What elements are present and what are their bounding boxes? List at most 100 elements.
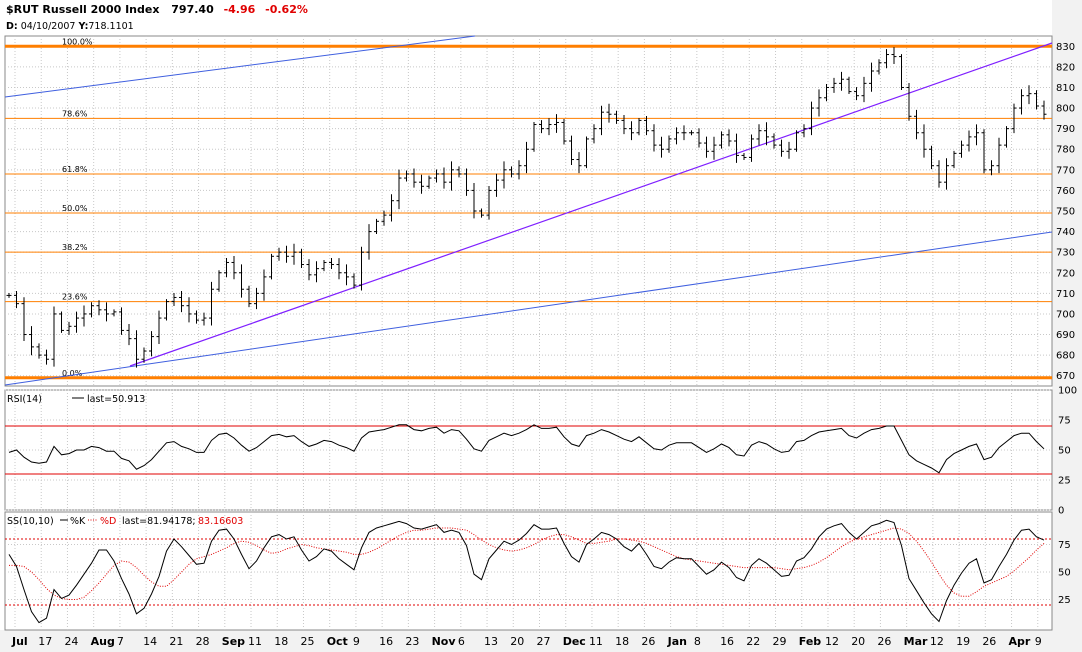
price-tick-label: 830: [1056, 42, 1075, 53]
rsi-tick-label: 0: [1058, 506, 1064, 517]
fib-level-label: 23.6%: [62, 293, 88, 302]
x-tick-label: 26: [982, 635, 996, 648]
date-prefix: D:: [6, 21, 18, 32]
chart-header: $RUT Russell 2000 Index 797.40 -4.96 -0.…: [0, 0, 1082, 36]
x-tick-label: 12: [825, 635, 839, 648]
x-tick-label: 14: [143, 635, 157, 648]
x-tick-label: 26: [877, 635, 891, 648]
last-price: 797.40: [171, 3, 214, 16]
x-tick-label: 26: [641, 635, 655, 648]
x-tick-label: 19: [956, 635, 970, 648]
x-tick-label: Oct: [327, 635, 348, 648]
stochastic-k-label: %K: [70, 516, 86, 527]
price-tick-label: 750: [1056, 207, 1075, 218]
fib-level-label: 78.6%: [62, 109, 88, 118]
support-trendline: [129, 42, 1053, 367]
cursor-y-value: 718.1101: [88, 21, 134, 32]
fib-level-label: 38.2%: [62, 243, 88, 252]
x-tick-label: 24: [64, 635, 78, 648]
x-tick-label: Sep: [222, 635, 245, 648]
price-tick-label: 730: [1056, 248, 1075, 259]
fib-level-label: 50.0%: [62, 204, 88, 213]
x-tick-label: 23: [405, 635, 419, 648]
cursor-readout: D: 04/10/2007 Y:718.1101: [6, 21, 134, 32]
x-tick-label: Mar: [904, 635, 928, 648]
price-tick-label: 670: [1056, 371, 1075, 382]
fib-level-label: 61.8%: [62, 165, 88, 174]
x-tick-label: 29: [773, 635, 787, 648]
x-tick-label: 11: [248, 635, 262, 648]
x-tick-label: Jan: [667, 635, 687, 648]
price-change: -4.96: [223, 3, 256, 16]
x-tick-label: Aug: [91, 635, 115, 648]
fib-level-label: 0.0%: [62, 369, 83, 378]
x-tick-label: 9: [1035, 635, 1042, 648]
x-tick-label: 22: [746, 635, 760, 648]
index-name: Russell 2000 Index: [42, 3, 160, 16]
price-panel-frame: [4, 35, 1053, 387]
x-tick-label: 8: [694, 635, 701, 648]
price-tick-label: 720: [1056, 268, 1075, 279]
price-tick-label: 710: [1056, 289, 1075, 300]
x-tick-label: 28: [196, 635, 210, 648]
lower-channel-line: [4, 231, 1053, 386]
x-tick-label: 13: [484, 635, 498, 648]
x-tick-label: 9: [353, 635, 360, 648]
rsi-title: RSI(14): [7, 394, 42, 405]
x-tick-label: 25: [300, 635, 314, 648]
symbol: $RUT: [6, 3, 39, 16]
y-prefix: Y:: [78, 21, 89, 32]
x-tick-label: Apr: [1009, 635, 1031, 648]
rsi-tick-label: 25: [1058, 476, 1071, 487]
price-tick-label: 740: [1056, 227, 1075, 238]
rsi-tick-label: 50: [1058, 446, 1071, 457]
price-tick-label: 760: [1056, 186, 1075, 197]
x-tick-label: 18: [615, 635, 629, 648]
x-tick-label: 27: [537, 635, 551, 648]
stochastic-panel-frame: [4, 511, 1053, 631]
price-tick-label: 680: [1056, 351, 1075, 362]
stochastic-d-last-value: 83.16603: [198, 516, 243, 527]
x-tick-label: 16: [379, 635, 393, 648]
price-tick-label: 820: [1056, 62, 1075, 73]
stochastic-tick-label: 75: [1058, 540, 1071, 551]
stochastic-tick-label: 50: [1058, 568, 1071, 579]
rsi-tick-label: 100: [1058, 386, 1077, 397]
stochastic-last-label: last=81.94178;: [122, 516, 196, 527]
stochastic-tick-label: 25: [1058, 595, 1071, 606]
x-tick-label: 18: [274, 635, 288, 648]
stochastic-d-label: %D: [100, 516, 116, 527]
x-tick-label: 20: [510, 635, 524, 648]
fib-level-label: 100.0%: [62, 37, 93, 46]
rsi-line: [8, 424, 1045, 474]
x-tick-label: 11: [589, 635, 603, 648]
percent-change: -0.62%: [265, 3, 308, 16]
x-tick-label: 12: [930, 635, 944, 648]
stochastic-k-line: [8, 519, 1045, 624]
x-tick-label: 21: [169, 635, 183, 648]
cursor-date: 04/10/2007: [20, 21, 76, 32]
title-line: $RUT Russell 2000 Index 797.40 -4.96 -0.…: [6, 3, 308, 16]
rsi-panel-frame: [4, 389, 1053, 511]
y-axis-background: [1052, 0, 1082, 652]
x-tick-label: Feb: [799, 635, 822, 648]
upper-channel-line: [4, 35, 476, 98]
price-tick-label: 790: [1056, 124, 1075, 135]
x-tick-label: 20: [851, 635, 865, 648]
x-tick-label: Dec: [563, 635, 586, 648]
price-tick-label: 810: [1056, 83, 1075, 94]
price-tick-label: 700: [1056, 309, 1075, 320]
price-tick-label: 770: [1056, 165, 1075, 176]
stochastic-d-line: [9, 527, 1045, 600]
x-tick-label: 7: [117, 635, 124, 648]
rsi-tick-label: 75: [1058, 416, 1071, 427]
x-tick-label: 17: [38, 635, 52, 648]
price-tick-label: 780: [1056, 145, 1075, 156]
x-axis-background: [0, 630, 1082, 652]
price-tick-label: 800: [1056, 104, 1075, 115]
rsi-last-label: last=50.913: [87, 394, 145, 405]
x-tick-label: 6: [458, 635, 465, 648]
x-tick-label: 16: [720, 635, 734, 648]
price-tick-label: 690: [1056, 330, 1075, 341]
